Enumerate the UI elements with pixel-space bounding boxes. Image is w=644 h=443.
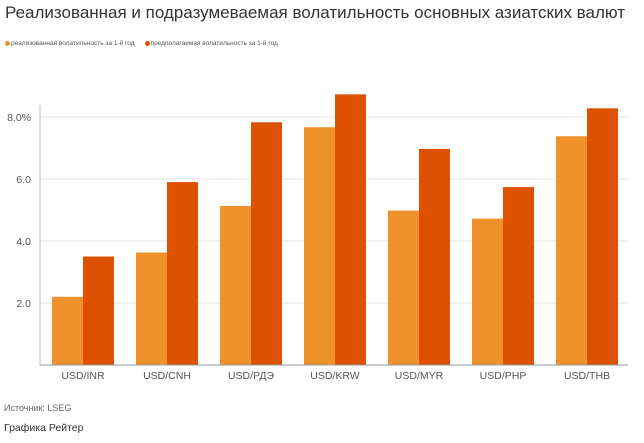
chart-title: Реализованная и подразумеваемая волатиль… — [5, 3, 626, 22]
y-tick-label: 4.0 — [16, 236, 31, 248]
bar-implied — [419, 148, 450, 365]
credit-note: Графика Рейтер — [4, 422, 84, 434]
bar-realized — [472, 218, 503, 365]
x-tick-label: USD/РДЭ — [228, 370, 274, 382]
x-tick-label: USD/KRW — [310, 370, 359, 382]
bar-realized — [136, 252, 167, 365]
y-tick-label: 6.0 — [16, 174, 31, 186]
bar-realized — [556, 136, 587, 365]
x-tick-label: USD/MYR — [395, 370, 444, 382]
bar-realized — [52, 296, 83, 365]
source-note: Источник: LSEG — [4, 403, 72, 413]
legend-swatch-realized — [5, 41, 10, 46]
legend-item-implied: предполагаемая волатильность за 1-й год — [144, 40, 278, 47]
bar-realized — [388, 210, 419, 365]
x-tick-label: USD/INR — [61, 370, 105, 382]
bar-implied — [503, 187, 534, 365]
bar-implied — [251, 122, 282, 366]
bar-implied — [587, 108, 618, 365]
legend: реализованная волатильность за 1-й год п… — [5, 40, 278, 47]
bar-chart: 2.0 4.0 6.0 8.0% USD/INR USD/CNH USD/РДЭ USD/KR… — [7, 94, 628, 382]
x-tick-label: USD/PHP — [480, 370, 527, 382]
legend-label-implied: предполагаемая волатильность за 1-й год — [150, 40, 278, 47]
bar-implied — [167, 182, 198, 365]
bar-implied — [335, 94, 366, 366]
y-tick-label: 8.0% — [7, 112, 31, 124]
legend-item-realized: реализованная волатильность за 1-й год — [5, 40, 135, 47]
bar-implied — [83, 256, 114, 365]
y-tick-label: 2.0 — [16, 298, 31, 310]
x-tick-label: USD/CNH — [143, 370, 191, 382]
x-tick-label: USD/THB — [564, 370, 610, 382]
bar-realized — [220, 205, 251, 365]
bar-realized — [304, 127, 335, 365]
legend-swatch-implied — [144, 41, 150, 46]
legend-label-realized: реализованная волатильность за 1-й год — [11, 40, 135, 47]
